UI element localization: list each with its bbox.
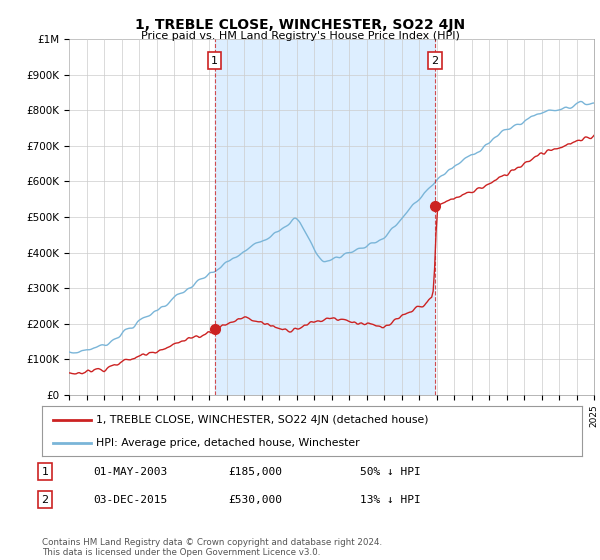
- Text: 1: 1: [211, 55, 218, 66]
- Text: HPI: Average price, detached house, Winchester: HPI: Average price, detached house, Winc…: [96, 438, 359, 449]
- Text: 2: 2: [41, 494, 49, 505]
- Text: 1: 1: [41, 466, 49, 477]
- Text: £185,000: £185,000: [228, 466, 282, 477]
- Text: £530,000: £530,000: [228, 494, 282, 505]
- Text: Contains HM Land Registry data © Crown copyright and database right 2024.
This d: Contains HM Land Registry data © Crown c…: [42, 538, 382, 557]
- Text: 2: 2: [431, 55, 439, 66]
- Text: 1, TREBLE CLOSE, WINCHESTER, SO22 4JN: 1, TREBLE CLOSE, WINCHESTER, SO22 4JN: [135, 18, 465, 32]
- Text: 03-DEC-2015: 03-DEC-2015: [93, 494, 167, 505]
- Text: 50% ↓ HPI: 50% ↓ HPI: [360, 466, 421, 477]
- Text: Price paid vs. HM Land Registry's House Price Index (HPI): Price paid vs. HM Land Registry's House …: [140, 31, 460, 41]
- Text: 13% ↓ HPI: 13% ↓ HPI: [360, 494, 421, 505]
- Text: 1, TREBLE CLOSE, WINCHESTER, SO22 4JN (detached house): 1, TREBLE CLOSE, WINCHESTER, SO22 4JN (d…: [96, 415, 428, 425]
- Bar: [215, 39, 435, 395]
- Text: 01-MAY-2003: 01-MAY-2003: [93, 466, 167, 477]
